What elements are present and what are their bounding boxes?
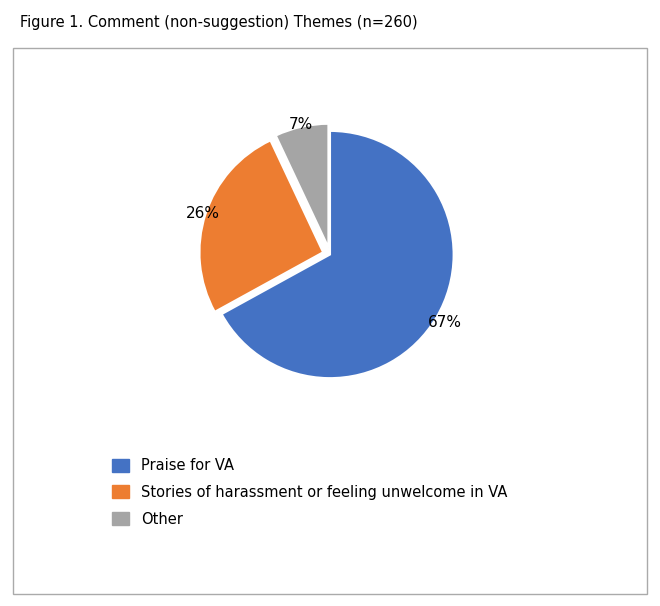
Text: 67%: 67% — [428, 315, 462, 330]
Text: 26%: 26% — [186, 206, 220, 221]
Wedge shape — [276, 124, 329, 247]
Legend: Praise for VA, Stories of harassment or feeling unwelcome in VA, Other: Praise for VA, Stories of harassment or … — [104, 451, 515, 534]
Wedge shape — [222, 131, 453, 378]
Text: Figure 1. Comment (non-suggestion) Themes (n=260): Figure 1. Comment (non-suggestion) Theme… — [20, 15, 417, 30]
Wedge shape — [199, 141, 323, 312]
Text: 7%: 7% — [288, 117, 313, 132]
